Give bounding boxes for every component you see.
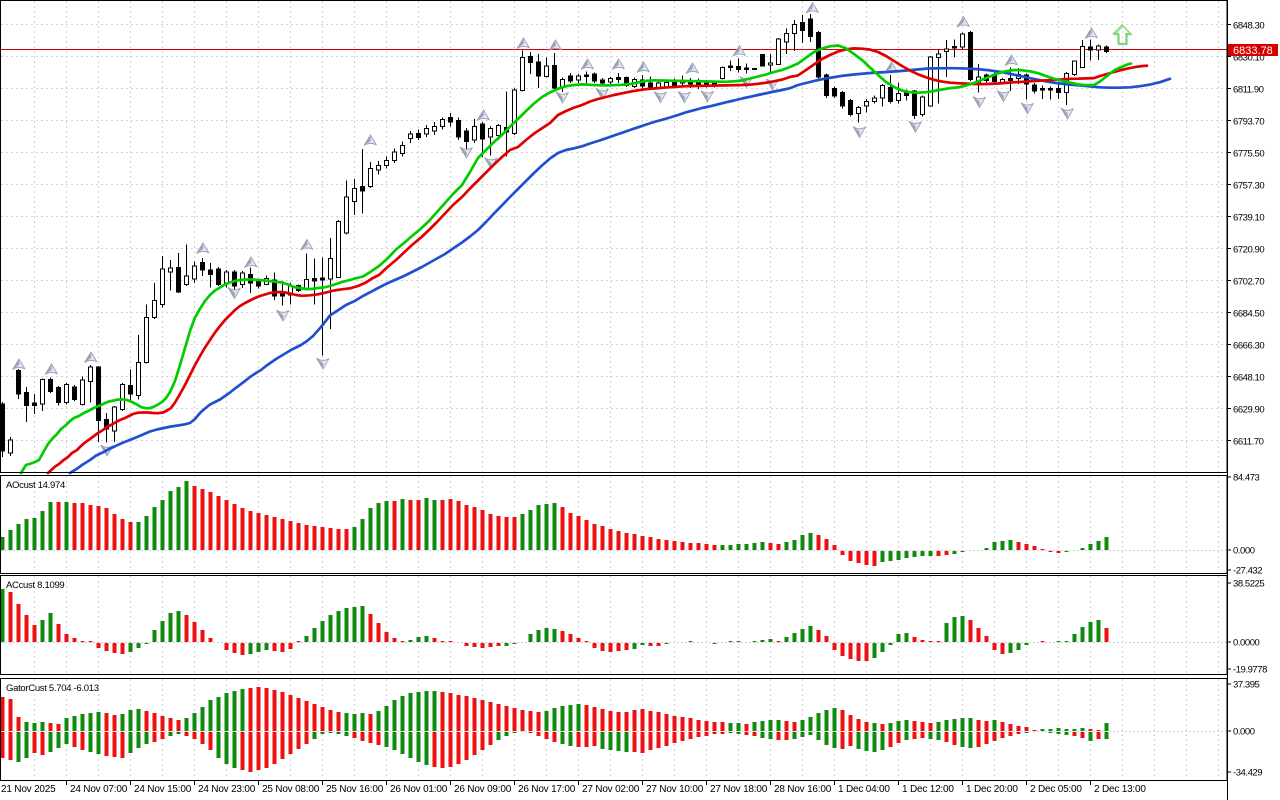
svg-text:-19.9778: -19.9778 [1233, 665, 1267, 676]
svg-text:38.5225: 38.5225 [1233, 579, 1264, 590]
svg-text:0.000: 0.000 [1233, 727, 1255, 738]
svg-text:6629.90: 6629.90 [1233, 405, 1264, 416]
svg-text:6611.70: 6611.70 [1233, 437, 1264, 448]
svg-text:37.395: 37.395 [1233, 680, 1260, 691]
svg-text:GatorCust 5.704 -6.013: GatorCust 5.704 -6.013 [6, 683, 99, 694]
svg-text:27 Nov 02:00: 27 Nov 02:00 [582, 784, 640, 795]
svg-text:6757.30: 6757.30 [1233, 181, 1264, 192]
svg-text:6833.78: 6833.78 [1233, 45, 1273, 57]
svg-text:1 Dec 04:00: 1 Dec 04:00 [838, 784, 890, 795]
svg-text:25 Nov 08:00: 25 Nov 08:00 [262, 784, 320, 795]
svg-text:21 Nov 2025: 21 Nov 2025 [1, 784, 56, 795]
svg-text:0.0000: 0.0000 [1233, 638, 1260, 649]
svg-text:-34.429: -34.429 [1233, 768, 1262, 779]
svg-text:6830.10: 6830.10 [1233, 53, 1264, 64]
svg-text:6811.90: 6811.90 [1233, 85, 1264, 96]
svg-text:28 Nov 16:00: 28 Nov 16:00 [774, 784, 832, 795]
svg-text:6702.70: 6702.70 [1233, 277, 1264, 288]
svg-text:6793.70: 6793.70 [1233, 117, 1264, 128]
svg-text:2 Dec 05:00: 2 Dec 05:00 [1030, 784, 1082, 795]
svg-text:27 Nov 18:00: 27 Nov 18:00 [710, 784, 768, 795]
svg-text:1 Dec 20:00: 1 Dec 20:00 [966, 784, 1018, 795]
svg-text:24 Nov 23:00: 24 Nov 23:00 [198, 784, 256, 795]
svg-text:1 Dec 12:00: 1 Dec 12:00 [902, 784, 954, 795]
svg-text:6648.10: 6648.10 [1233, 373, 1264, 384]
svg-text:6666.30: 6666.30 [1233, 341, 1264, 352]
svg-text:25 Nov 16:00: 25 Nov 16:00 [326, 784, 384, 795]
svg-text:6775.50: 6775.50 [1233, 149, 1264, 160]
svg-text:24 Nov 07:00: 24 Nov 07:00 [70, 784, 128, 795]
svg-text:27 Nov 10:00: 27 Nov 10:00 [646, 784, 704, 795]
svg-text:6720.90: 6720.90 [1233, 245, 1264, 256]
svg-text:0.000: 0.000 [1233, 546, 1255, 557]
svg-text:6739.10: 6739.10 [1233, 213, 1264, 224]
svg-text:26 Nov 17:00: 26 Nov 17:00 [518, 784, 576, 795]
svg-text:84.473: 84.473 [1233, 473, 1260, 484]
svg-text:2 Dec 13:00: 2 Dec 13:00 [1094, 784, 1146, 795]
svg-text:26 Nov 01:00: 26 Nov 01:00 [390, 784, 448, 795]
svg-text:AOcust 14.974: AOcust 14.974 [6, 480, 65, 491]
svg-text:-27.432: -27.432 [1233, 566, 1262, 577]
svg-text:6848.30: 6848.30 [1233, 21, 1264, 32]
svg-text:ACcust 8.1099: ACcust 8.1099 [6, 580, 64, 591]
svg-text:26 Nov 09:00: 26 Nov 09:00 [454, 784, 512, 795]
svg-text:24 Nov 15:00: 24 Nov 15:00 [134, 784, 192, 795]
svg-text:6684.50: 6684.50 [1233, 309, 1264, 320]
